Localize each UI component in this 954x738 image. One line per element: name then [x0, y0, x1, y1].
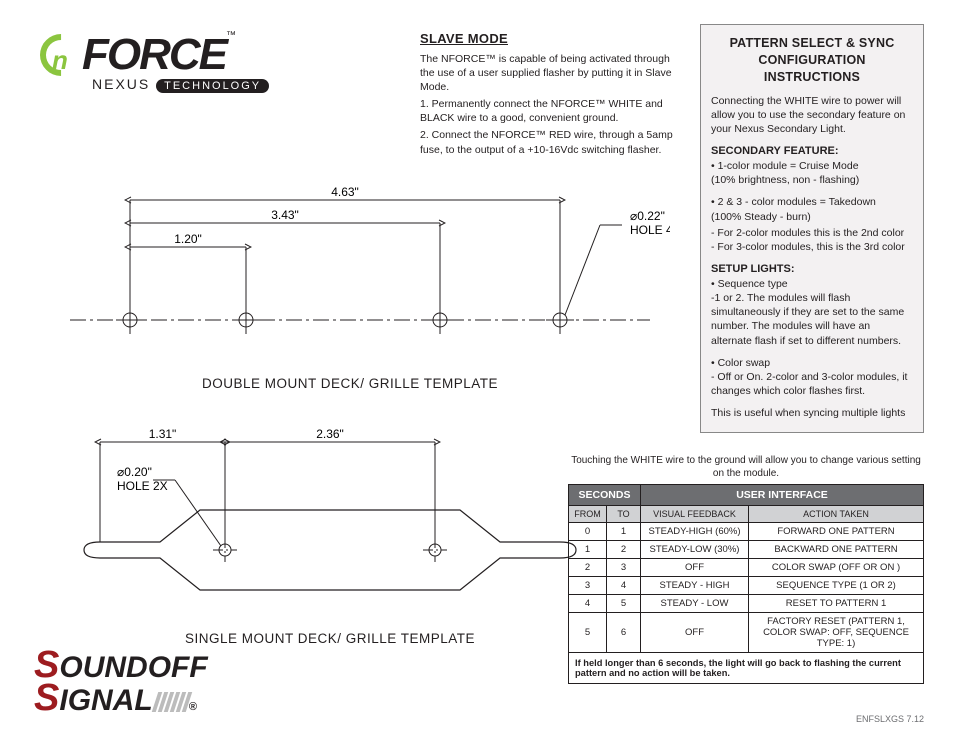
- table-cell: 2: [569, 559, 607, 577]
- sec-bullet-1: 1-color module = Cruise Mode: [711, 159, 913, 173]
- panel-title-l1: PATTERN SELECT & SYNC: [730, 36, 895, 50]
- table-cell: FACTORY RESET (PATTERN 1, COLOR SWAP: OF…: [749, 613, 924, 653]
- config-panel: PATTERN SELECT & SYNC CONFIGURATION INST…: [700, 24, 924, 433]
- svg-text:4.63": 4.63": [331, 185, 359, 199]
- panel-p1: Connecting the WHITE wire to power will …: [711, 94, 913, 137]
- table-cell: 6: [607, 613, 641, 653]
- table-row: 01STEADY-HIGH (60%)FORWARD ONE PATTERN: [569, 523, 924, 541]
- soundoff-logo: SOUNDOFF SIGNAL®: [34, 644, 208, 720]
- th-seconds: SECONDS: [569, 485, 641, 506]
- table-row: 56OFFFACTORY RESET (PATTERN 1, COLOR SWA…: [569, 613, 924, 653]
- table-cell: FORWARD ONE PATTERN: [749, 523, 924, 541]
- svg-text:HOLE 4x: HOLE 4x: [630, 223, 670, 237]
- part-number: ENFSLXGS 7.12: [856, 714, 924, 724]
- setup-text-2: - Off or On. 2-color and 3-color modules…: [711, 370, 913, 398]
- slave-step1: 1. Permanently connect the NFORCE™ WHITE…: [420, 97, 680, 125]
- sub-vf: VISUAL FEEDBACK: [641, 506, 749, 523]
- slave-mode-heading: SLAVE MODE: [420, 30, 680, 48]
- user-interface-table-wrap: Touching the WHITE wire to the ground wi…: [568, 455, 924, 684]
- setup-lights-head: SETUP LIGHTS:: [711, 262, 913, 277]
- logo-sub-prefix: NEXUS: [92, 76, 156, 92]
- sec-note-1: - For 2-color modules this is the 2nd co…: [711, 226, 913, 240]
- svg-text:⌀0.22": ⌀0.22": [630, 209, 665, 223]
- table-cell: 5: [569, 613, 607, 653]
- table-cell: OFF: [641, 613, 749, 653]
- user-interface-table: SECONDS USER INTERFACE FROM TO VISUAL FE…: [568, 484, 924, 684]
- table-cell: 0: [569, 523, 607, 541]
- table-cell: 5: [607, 595, 641, 613]
- sub-from: FROM: [569, 506, 607, 523]
- table-row: 12STEADY-LOW (30%)BACKWARD ONE PATTERN: [569, 541, 924, 559]
- secondary-feature-head: SECONDARY FEATURE:: [711, 144, 913, 159]
- table-footer: If held longer than 6 seconds, the light…: [569, 653, 924, 684]
- logo-brand: FORCE: [82, 30, 226, 79]
- single-mount-diagram: 1.31"2.36"⌀0.20"HOLE 2X SINGLE MOUNT DEC…: [60, 420, 600, 646]
- so-ignal: IGNAL: [59, 684, 152, 717]
- table-cell: 2: [607, 541, 641, 559]
- svg-text:3.43": 3.43": [271, 208, 299, 222]
- table-cell: 1: [569, 541, 607, 559]
- setup-bullet-2: Color swap: [711, 356, 913, 370]
- table-cell: BACKWARD ONE PATTERN: [749, 541, 924, 559]
- svg-text:HOLE 2X: HOLE 2X: [117, 479, 168, 493]
- slave-intro: The NFORCE™ is capable of being activate…: [420, 52, 680, 95]
- th-ui: USER INTERFACE: [641, 485, 924, 506]
- so-s2: S: [34, 677, 59, 719]
- tm-symbol: ™: [226, 30, 236, 41]
- table-cell: SEQUENCE TYPE (1 OR 2): [749, 577, 924, 595]
- svg-text:⌀0.20": ⌀0.20": [117, 465, 152, 479]
- slave-step2: 2. Connect the NFORCE™ RED wire, through…: [420, 128, 680, 156]
- panel-last: This is useful when syncing multiple lig…: [711, 406, 913, 420]
- double-mount-svg: 4.63" 3.43" 1.20" ⌀0.22"HOLE 4x: [50, 175, 670, 365]
- sec-bullet-2b: (100% Steady - burn): [711, 210, 913, 224]
- so-bars-icon: [153, 684, 189, 718]
- setup-bullet-1: Sequence type: [711, 277, 913, 291]
- table-cell: STEADY-HIGH (60%): [641, 523, 749, 541]
- table-cell: STEADY - HIGH: [641, 577, 749, 595]
- sub-action: ACTION TAKEN: [749, 506, 924, 523]
- logo-tech-pill: TECHNOLOGY: [156, 79, 269, 93]
- double-mount-diagram: 4.63"3.43"1.20"⌀0.22"HOLE 4x DOUBLE MOUN…: [50, 175, 650, 391]
- single-mount-svg: 1.31" 2.36" ⌀0.20"HOLE 2X: [60, 420, 600, 620]
- sec-note-2: - For 3-color modules, this is the 3rd c…: [711, 240, 913, 254]
- table-cell: 4: [607, 577, 641, 595]
- panel-title-l2: CONFIGURATION INSTRUCTIONS: [758, 53, 865, 84]
- table-cell: 4: [569, 595, 607, 613]
- table-cell: RESET TO PATTERN 1: [749, 595, 924, 613]
- table-row: 34STEADY - HIGHSEQUENCE TYPE (1 OR 2): [569, 577, 924, 595]
- sec-bullet-2: 2 & 3 - color modules = Takedown: [711, 195, 913, 209]
- svg-text:2.36": 2.36": [316, 427, 344, 441]
- table-cell: 1: [607, 523, 641, 541]
- table-cell: COLOR SWAP (OFF OR ON ): [749, 559, 924, 577]
- table-cell: 3: [607, 559, 641, 577]
- table-cell: STEADY - LOW: [641, 595, 749, 613]
- table-cell: STEADY-LOW (30%): [641, 541, 749, 559]
- logo-subtitle: NEXUS TECHNOLOGY: [92, 76, 340, 92]
- table-note: Touching the WHITE wire to the ground wi…: [568, 455, 924, 480]
- nforce-logo: FORCE™ NEXUS TECHNOLOGY: [40, 30, 340, 92]
- panel-title: PATTERN SELECT & SYNC CONFIGURATION INST…: [711, 35, 913, 86]
- sec-bullet-1b: (10% brightness, non - flashing): [711, 173, 913, 187]
- setup-text-1: -1 or 2. The modules will flash simultan…: [711, 291, 913, 348]
- svg-text:1.20": 1.20": [174, 232, 202, 246]
- table-row: 23OFFCOLOR SWAP (OFF OR ON ): [569, 559, 924, 577]
- slave-mode-section: SLAVE MODE The NFORCE™ is capable of bei…: [420, 30, 680, 160]
- table-cell: 3: [569, 577, 607, 595]
- table-row: 45STEADY - LOWRESET TO PATTERN 1: [569, 595, 924, 613]
- double-mount-caption: DOUBLE MOUNT DECK/ GRILLE TEMPLATE: [50, 376, 650, 391]
- svg-text:1.31": 1.31": [149, 427, 177, 441]
- sub-to: TO: [607, 506, 641, 523]
- table-cell: OFF: [641, 559, 749, 577]
